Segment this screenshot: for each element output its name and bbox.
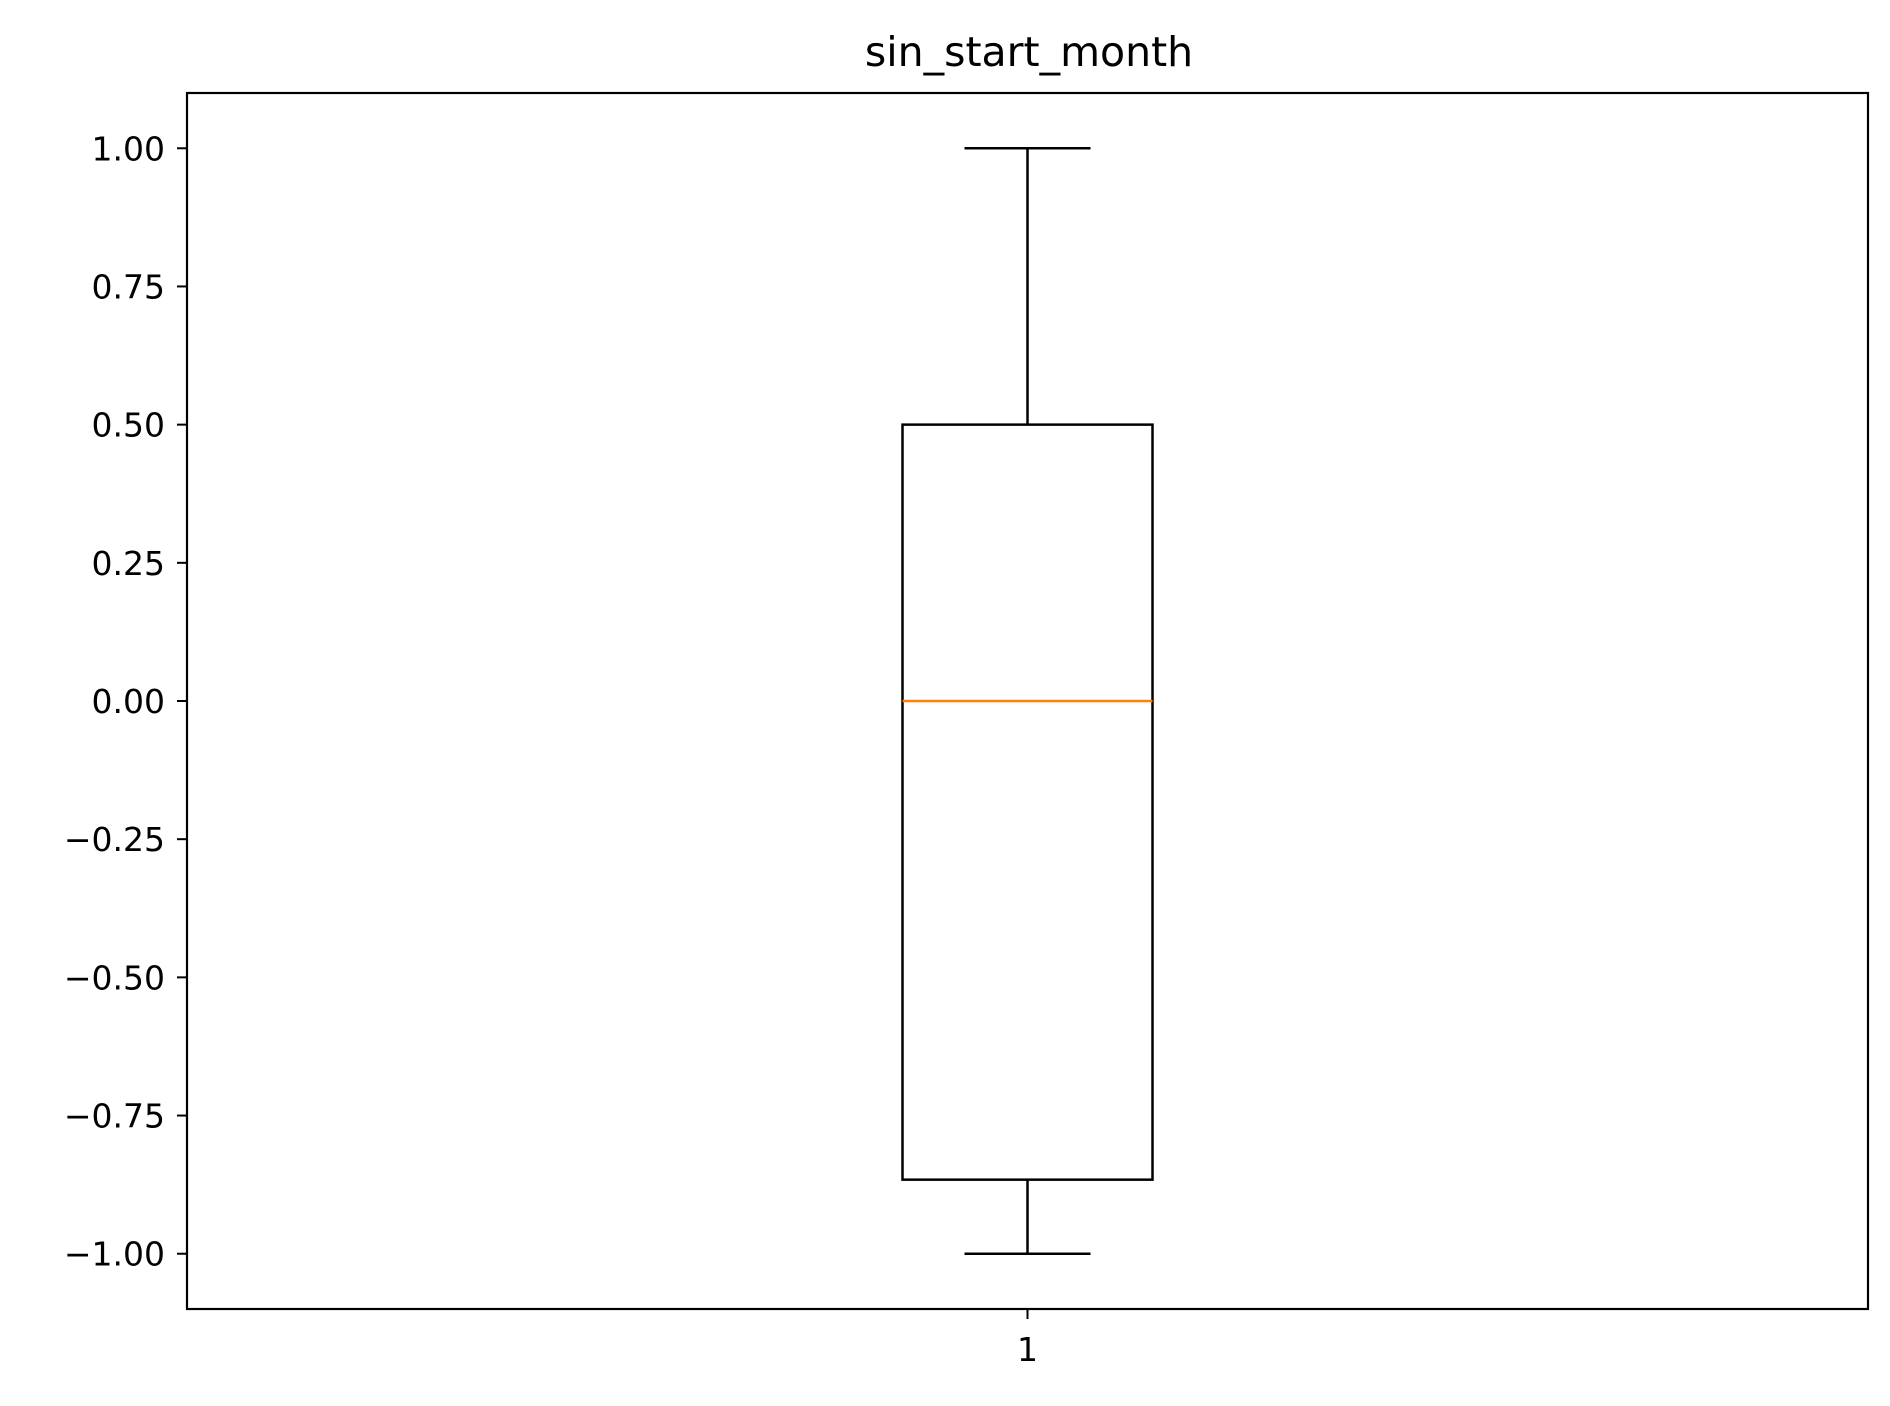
y-tick-label: −1.00 (64, 1235, 165, 1274)
y-tick-label: 0.25 (92, 544, 165, 583)
plot-area: 1.00 0.75 0.50 0.25 0.00 −0.25 −0.50 −0.75 −1.00… (64, 91, 1870, 1369)
y-tick-label: 0.75 (92, 267, 165, 306)
x-tick-label: 1 (1017, 1330, 1038, 1369)
y-tick-label: 0.00 (92, 682, 165, 721)
y-tick-label: 1.00 (92, 129, 165, 168)
chart-title: sin_start_month (865, 28, 1193, 76)
y-tick-label: −0.25 (64, 820, 165, 859)
y-tick-label: 0.50 (92, 406, 165, 445)
y-tick-label: −0.75 (64, 1097, 165, 1136)
iqr-box (901, 423, 1154, 1181)
y-tick-label: −0.50 (64, 958, 165, 997)
